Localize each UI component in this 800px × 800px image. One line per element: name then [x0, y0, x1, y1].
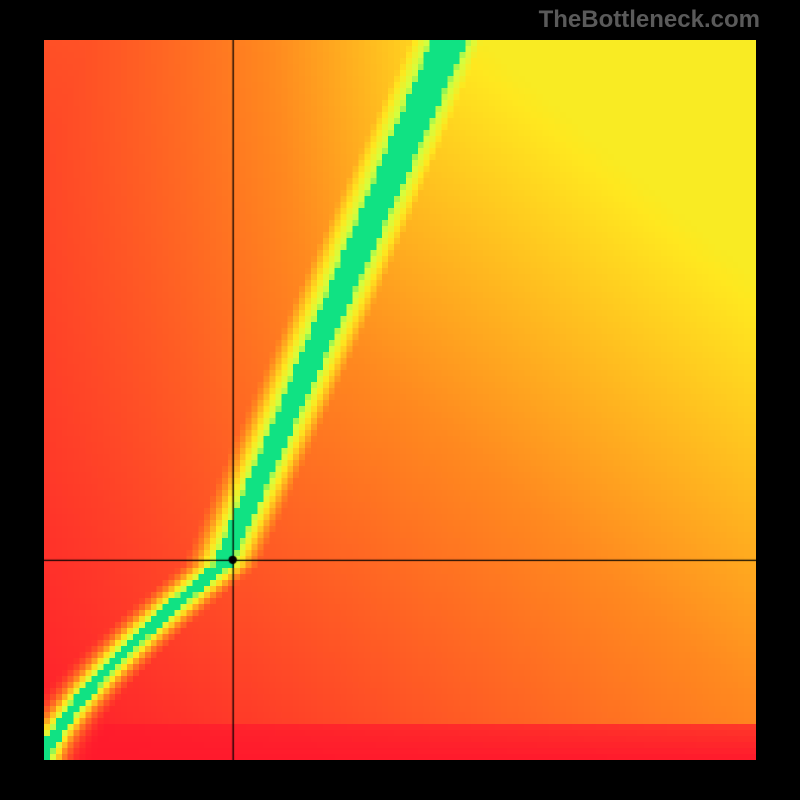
watermark-text: TheBottleneck.com	[539, 6, 760, 34]
crosshair-overlay	[44, 40, 756, 760]
